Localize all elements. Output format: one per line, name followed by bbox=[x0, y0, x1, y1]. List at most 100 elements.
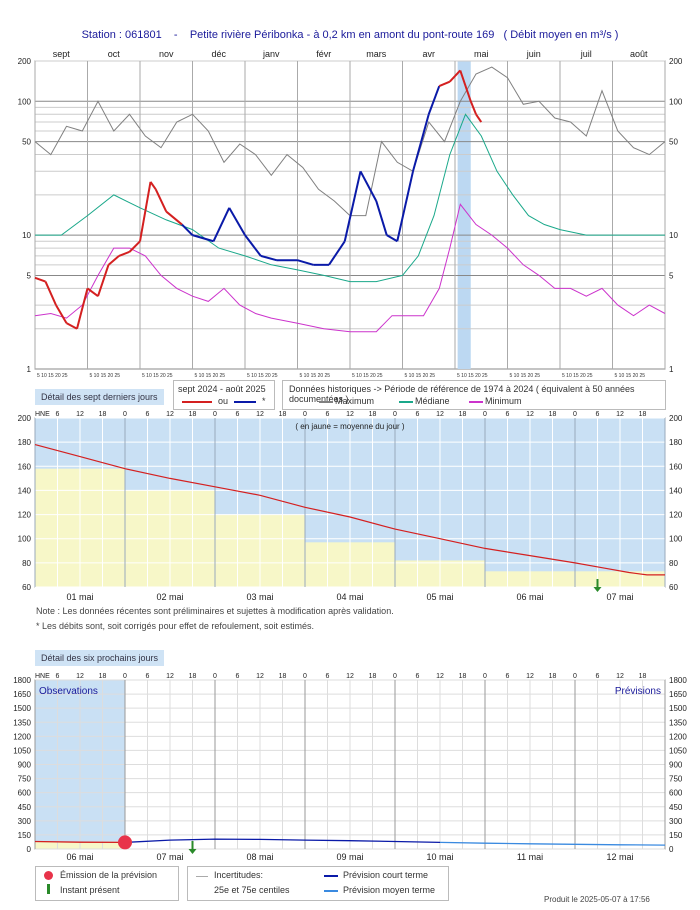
hour-tick: 0 bbox=[213, 673, 217, 680]
units-label: ( Débit moyen en m³/s ) bbox=[503, 29, 619, 41]
y-tick-right: 200 bbox=[669, 414, 683, 423]
month-label: oct bbox=[108, 49, 121, 59]
current-year-segment bbox=[459, 70, 472, 102]
day-ticks: 5 10 15 20 25 bbox=[510, 373, 541, 379]
hour-tick: 12 bbox=[436, 411, 444, 418]
current-year-segment bbox=[396, 171, 414, 242]
note-preliminary: Note : Les données récentes sont prélimi… bbox=[36, 606, 394, 616]
y-tick-left: 1 bbox=[27, 365, 32, 374]
hour-tick: 6 bbox=[326, 411, 330, 418]
current-year-segment bbox=[149, 181, 157, 190]
hour-tick: 18 bbox=[369, 411, 377, 418]
hour-tick: 12 bbox=[166, 673, 174, 680]
legend-star: * bbox=[262, 396, 266, 406]
current-year-segment bbox=[181, 223, 194, 236]
detail-six-days-button[interactable]: Détail des six prochains jours bbox=[35, 650, 165, 666]
y-tick-left: 180 bbox=[18, 438, 32, 447]
hour-tick: 6 bbox=[326, 673, 330, 680]
y-tick-right: 1050 bbox=[669, 746, 687, 755]
current-year-segment bbox=[118, 250, 130, 257]
month-label: juil bbox=[580, 49, 592, 59]
day-label: 08 mai bbox=[246, 852, 273, 862]
legend-now: Instant présent bbox=[60, 885, 120, 895]
month-label: avr bbox=[422, 49, 435, 59]
day-label: 10 mai bbox=[426, 852, 453, 862]
observed-line bbox=[34, 840, 126, 844]
station-id: Station : 061801 bbox=[81, 29, 162, 41]
current-year-segment bbox=[297, 259, 314, 266]
y-tick-left: 1650 bbox=[13, 690, 31, 699]
current-year-segment bbox=[154, 188, 168, 213]
hour-tick: 18 bbox=[189, 673, 197, 680]
current-year-segment bbox=[44, 281, 57, 306]
day-ticks: 5 10 15 20 25 bbox=[562, 373, 593, 379]
y-tick-left: 450 bbox=[18, 803, 32, 812]
current-year-segment bbox=[469, 100, 477, 115]
medium-term-forecast-line bbox=[439, 841, 666, 846]
day-ticks: 5 10 15 20 25 bbox=[405, 373, 436, 379]
detail-seven-days-button[interactable]: Détail des sept derniers jours bbox=[35, 389, 164, 405]
hour-tick: 0 bbox=[393, 673, 397, 680]
current-year-segment bbox=[427, 85, 441, 115]
day-label: 12 mai bbox=[606, 852, 633, 862]
hour-tick: 18 bbox=[459, 411, 467, 418]
y-tick-right: 80 bbox=[669, 559, 678, 568]
emission-legend: Émission de la prévision Instant présent bbox=[35, 866, 179, 901]
y-tick-right: 1650 bbox=[669, 690, 687, 699]
median-swatch bbox=[399, 401, 413, 403]
legend-emission: Émission de la prévision bbox=[60, 870, 158, 880]
hour-tick: 0 bbox=[483, 411, 487, 418]
month-label: sept bbox=[53, 49, 71, 59]
hour-tick: 12 bbox=[526, 673, 534, 680]
current-year-segment bbox=[34, 276, 46, 283]
current-year-segment bbox=[97, 264, 110, 297]
day-ticks: 5 10 15 20 25 bbox=[37, 373, 68, 379]
now-marker-icon bbox=[47, 884, 50, 894]
current-year-segment bbox=[55, 304, 68, 324]
hour-tick: 18 bbox=[279, 411, 287, 418]
day-ticks: 5 10 15 20 25 bbox=[142, 373, 173, 379]
y-tick-left: 50 bbox=[22, 138, 31, 147]
y-tick-left: 750 bbox=[18, 775, 32, 784]
month-label: août bbox=[630, 49, 648, 59]
hour-tick: 12 bbox=[346, 411, 354, 418]
hour-tick: 0 bbox=[573, 411, 577, 418]
y-tick-left: 300 bbox=[18, 817, 32, 826]
incert-swatch bbox=[196, 876, 208, 877]
month-label: déc bbox=[211, 49, 226, 59]
y-tick-left: 200 bbox=[18, 57, 32, 66]
y-tick-left: 140 bbox=[18, 486, 32, 495]
short-term-forecast-line bbox=[124, 838, 441, 844]
hour-tick: 6 bbox=[236, 411, 240, 418]
current-year-segment bbox=[66, 322, 78, 330]
hour-tick: 0 bbox=[483, 673, 487, 680]
y-tick-right: 180 bbox=[669, 438, 683, 447]
hour-tick: 0 bbox=[303, 673, 307, 680]
current-year-segment bbox=[76, 288, 89, 329]
y-tick-right: 600 bbox=[669, 789, 683, 798]
recent-flow-line bbox=[34, 444, 665, 576]
y-tick-left: 0 bbox=[27, 845, 32, 854]
daily-mean-note: ( en jaune = moyenne du jour ) bbox=[295, 422, 405, 431]
forecast-legend: Incertitudes: 25e et 75e centiles Prévis… bbox=[187, 866, 449, 901]
observed-swatch bbox=[182, 401, 212, 403]
court-swatch bbox=[324, 875, 338, 877]
y-tick-left: 900 bbox=[18, 761, 32, 770]
y-tick-left: 1200 bbox=[13, 732, 31, 741]
y-tick-right: 160 bbox=[669, 462, 683, 471]
max-swatch bbox=[319, 401, 333, 403]
current-year-segment bbox=[192, 234, 214, 243]
hour-tick: 0 bbox=[123, 411, 127, 418]
day-label: 04 mai bbox=[336, 592, 363, 602]
hour-tick: 18 bbox=[189, 411, 197, 418]
legend-court: Prévision court terme bbox=[343, 870, 429, 880]
series-minimum bbox=[34, 203, 666, 333]
day-ticks: 5 10 15 20 25 bbox=[352, 373, 383, 379]
y-tick-left: 150 bbox=[18, 831, 32, 840]
hour-tick: 6 bbox=[416, 411, 420, 418]
y-tick-right: 50 bbox=[669, 138, 678, 147]
legend-ou: ou bbox=[218, 396, 229, 406]
now-arrow-panel2 bbox=[593, 587, 602, 592]
day-label: 05 mai bbox=[426, 592, 453, 602]
